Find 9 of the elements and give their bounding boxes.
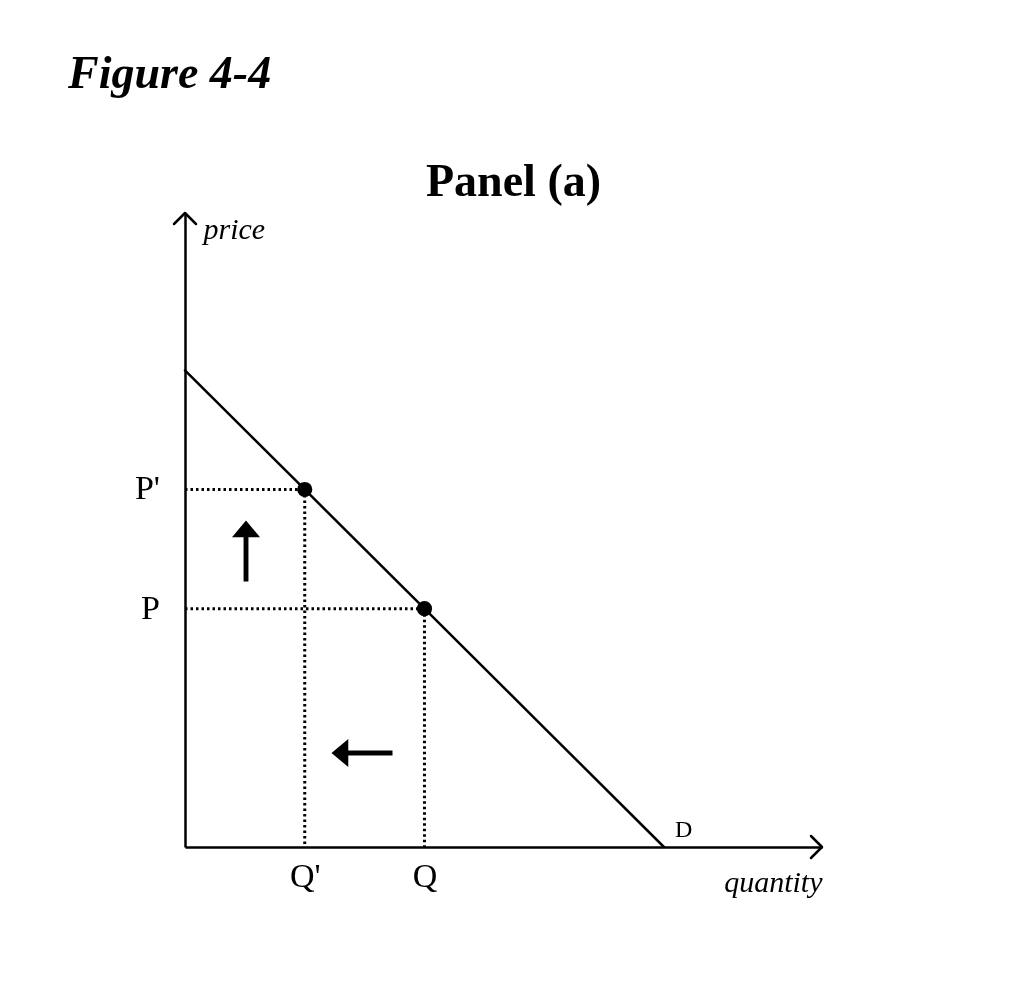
series-label: D (674, 816, 693, 842)
y-axis-title: price (201, 211, 266, 245)
x-tick-label: Q (412, 856, 438, 894)
chart-subtitle: Panel (a) (425, 154, 602, 206)
ref-line-label: P' (134, 469, 160, 507)
ref-line-label: P (141, 588, 160, 626)
x-tick-label: Q' (289, 856, 321, 894)
chart-title: Figure 4-4 (68, 47, 272, 98)
x-axis-title: quantity (724, 864, 824, 898)
